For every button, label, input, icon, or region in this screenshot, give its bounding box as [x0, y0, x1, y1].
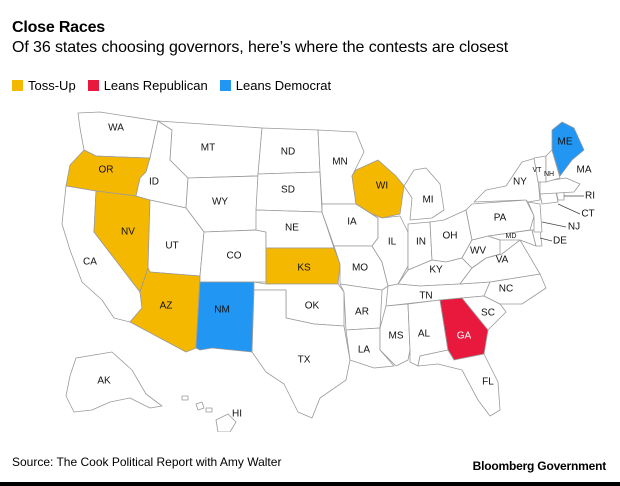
label-NH: NH [544, 171, 554, 178]
state-MA [539, 177, 581, 195]
label-SD: SD [281, 185, 295, 196]
legend-swatch-leans-republican [87, 80, 99, 91]
state-PA [465, 199, 535, 241]
label-WY: WY [212, 197, 228, 208]
legend-label-leans-republican: Leans Republican [103, 78, 208, 93]
label-MO: MO [352, 263, 368, 274]
label-WI: WI [376, 181, 388, 192]
state-KS [265, 247, 341, 285]
label-AR: AR [355, 307, 369, 318]
label-OH: OH [443, 231, 458, 242]
label-KY: KY [429, 265, 443, 276]
label-MT: MT [201, 143, 215, 154]
label-IL: IL [388, 237, 397, 248]
bottom-rule [0, 482, 620, 486]
label-MD: MD [506, 233, 517, 240]
label-DE: DE [553, 236, 567, 247]
label-SC: SC [481, 308, 495, 319]
label-ND: ND [281, 147, 295, 158]
label-OK: OK [305, 301, 320, 312]
label-NM: NM [214, 305, 230, 316]
hi-island [195, 401, 205, 411]
leader-line-ct [557, 203, 581, 215]
leader-line-nj [541, 221, 567, 228]
label-LA: LA [358, 345, 371, 356]
legend: Toss-Up Leans Republican Leans Democrat [12, 78, 343, 93]
label-CT: CT [581, 209, 594, 220]
label-UT: UT [165, 241, 178, 252]
state-ME [551, 121, 585, 177]
label-NC: NC [499, 284, 513, 295]
label-CO: CO [227, 251, 242, 262]
label-GA: GA [457, 331, 472, 342]
legend-swatch-leans-democrat [219, 80, 231, 91]
legend-item-leans-republican: Leans Republican [87, 78, 208, 93]
label-MN: MN [332, 157, 348, 168]
state-NM [195, 281, 255, 353]
label-MI: MI [422, 195, 433, 206]
label-NJ: NJ [568, 222, 580, 233]
state-NY [473, 157, 541, 203]
label-NE: NE [285, 223, 299, 234]
legend-item-toss-up: Toss-Up [12, 78, 76, 93]
us-governor-map: WA OR CA NV ID MT WY UT AZ CO NM ND SD N… [61, 111, 595, 432]
label-AL: AL [418, 329, 431, 340]
chart-title: Close Races [12, 19, 105, 36]
label-VT: VT [533, 167, 543, 174]
state-NJ [527, 201, 543, 233]
label-TN: TN [419, 291, 432, 302]
state-AK [65, 351, 163, 413]
label-AK: AK [97, 376, 111, 387]
state-HI [215, 413, 237, 432]
label-WA: WA [108, 123, 124, 134]
legend-label-toss-up: Toss-Up [28, 78, 76, 93]
label-NV: NV [121, 227, 135, 238]
label-KS: KS [297, 263, 311, 274]
label-ID: ID [149, 177, 159, 188]
leader-line-de [539, 237, 553, 242]
hi-island [205, 407, 213, 413]
label-PA: PA [494, 213, 507, 224]
state-TX [251, 289, 351, 419]
state-SC [461, 295, 507, 331]
state-WI [351, 159, 405, 219]
label-MS: MS [389, 331, 404, 342]
label-WV: WV [470, 246, 486, 257]
label-IN: IN [416, 237, 426, 248]
state-AZ [129, 267, 201, 353]
label-VA: VA [496, 255, 509, 266]
label-MA: MA [577, 165, 592, 176]
label-IA: IA [347, 217, 357, 228]
state-NH [545, 149, 561, 183]
state-FL [417, 349, 501, 417]
legend-swatch-toss-up [12, 80, 23, 91]
leader-lines [539, 195, 584, 242]
source-note: Source: The Cook Political Report with A… [12, 455, 282, 469]
label-NY: NY [513, 177, 527, 188]
label-TX: TX [298, 355, 311, 366]
label-FL: FL [482, 377, 494, 388]
label-AZ: AZ [160, 301, 173, 312]
label-OR: OR [99, 165, 114, 176]
label-CA: CA [83, 257, 97, 268]
state-MI [403, 167, 445, 221]
brand-logo: Bloomberg Government [472, 459, 607, 473]
state-WA [77, 111, 159, 159]
label-HI: HI [232, 409, 242, 420]
state-HI-group [181, 395, 237, 432]
label-RI: RI [585, 191, 595, 202]
chart-subtitle: Of 36 states choosing governors, here’s … [12, 39, 509, 56]
legend-label-leans-democrat: Leans Democrat [235, 78, 332, 93]
hi-island [181, 395, 189, 401]
label-ME: ME [558, 137, 573, 148]
legend-item-leans-democrat: Leans Democrat [219, 78, 332, 93]
